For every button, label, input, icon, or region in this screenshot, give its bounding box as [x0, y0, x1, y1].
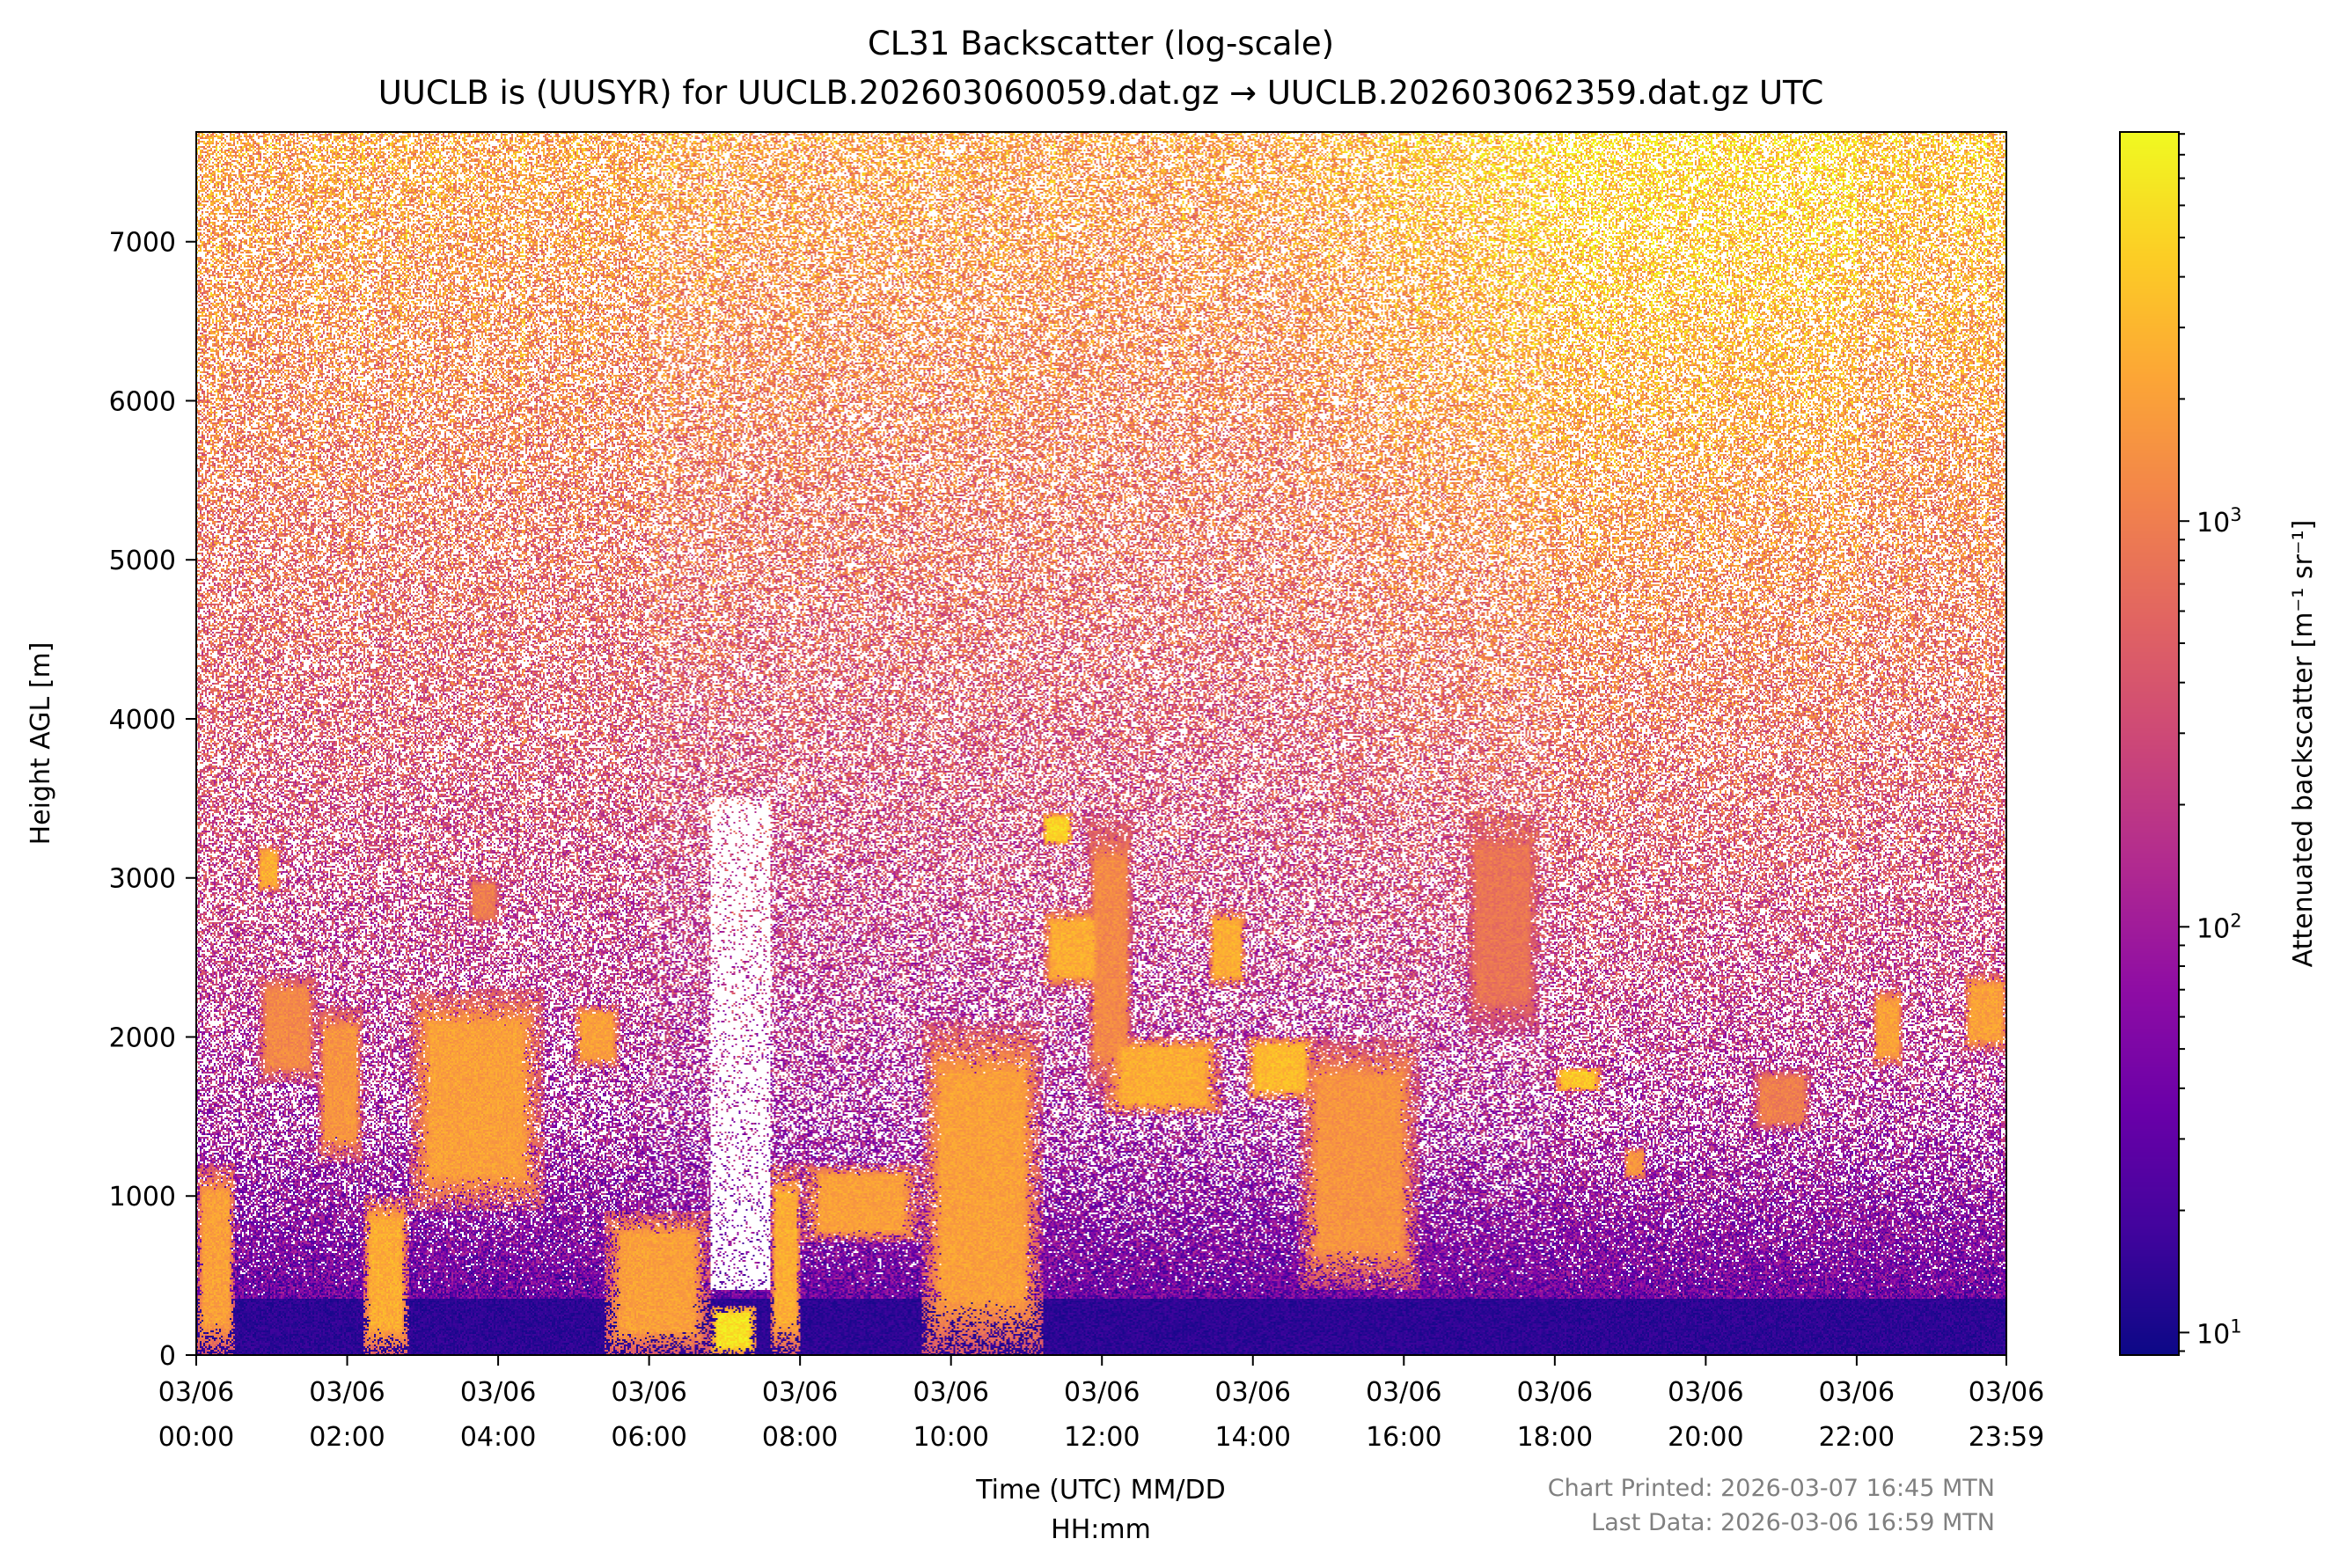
x-tick-time: 10:00	[913, 1422, 988, 1453]
last-data-note: Last Data: 2026-03-06 16:59 MTN	[1591, 1509, 1995, 1536]
x-tick-date: 03/06	[1517, 1377, 1593, 1408]
x-tick-time: 02:00	[309, 1422, 385, 1453]
x-axis-label-line1: Time (UTC) MM/DD	[975, 1475, 1225, 1506]
colorbar-tick-label: 102	[2196, 910, 2242, 944]
colorbar-tick-exponent: 2	[2230, 910, 2241, 931]
colorbar-tick-label: 103	[2196, 504, 2242, 539]
colorbar-frame	[2119, 131, 2180, 1356]
y-tick-label: 1000	[109, 1182, 176, 1213]
x-tick-time: 00:00	[158, 1422, 234, 1453]
x-tick-date: 03/06	[611, 1377, 686, 1408]
x-tick-time: 23:59	[1969, 1422, 2044, 1453]
colorbar-tick-base: 10	[2196, 913, 2230, 944]
colorbar-label: Attenuated backscatter [m⁻¹ sr⁻¹]	[2288, 520, 2319, 968]
x-tick-time: 14:00	[1215, 1422, 1291, 1453]
x-tick-date: 03/06	[762, 1377, 838, 1408]
y-tick-label: 5000	[109, 546, 176, 576]
chart-printed-note: Chart Printed: 2026-03-07 16:45 MTN	[1548, 1475, 1995, 1502]
colorbar-tick-exponent: 1	[2230, 1315, 2241, 1337]
colorbar-tick-label: 101	[2196, 1315, 2242, 1350]
colorbar-tick-base: 10	[2196, 1319, 2230, 1350]
y-tick-label: 2000	[109, 1022, 176, 1053]
colorbar-tick-base: 10	[2196, 508, 2230, 539]
x-tick-time: 04:00	[460, 1422, 536, 1453]
x-tick-date: 03/06	[1215, 1377, 1291, 1408]
x-tick-time: 06:00	[611, 1422, 686, 1453]
y-tick-label: 6000	[109, 386, 176, 417]
x-tick-date: 03/06	[1064, 1377, 1140, 1408]
x-tick-date: 03/06	[309, 1377, 385, 1408]
x-tick-date: 03/06	[1668, 1377, 1743, 1408]
x-tick-date: 03/06	[1969, 1377, 2044, 1408]
x-tick-date: 03/06	[913, 1377, 988, 1408]
y-tick-label: 7000	[109, 228, 176, 259]
colorbar	[2120, 132, 2179, 1355]
y-tick-label: 4000	[109, 705, 176, 736]
plot-frame	[195, 131, 2007, 1356]
x-tick-time: 12:00	[1064, 1422, 1140, 1453]
x-tick-time: 20:00	[1668, 1422, 1743, 1453]
colorbar-tick-exponent: 3	[2230, 504, 2241, 525]
y-axis-label: Height AGL [m]	[26, 642, 56, 846]
y-tick-label: 0	[159, 1341, 176, 1372]
x-tick-date: 03/06	[460, 1377, 536, 1408]
x-tick-date: 03/06	[1366, 1377, 1441, 1408]
x-tick-time: 08:00	[762, 1422, 838, 1453]
backscatter-heatmap	[196, 132, 2006, 1355]
x-tick-time: 18:00	[1517, 1422, 1593, 1453]
x-tick-date: 03/06	[1819, 1377, 1895, 1408]
chart-title: CL31 Backscatter (log-scale)	[868, 25, 1334, 62]
x-tick-date: 03/06	[158, 1377, 234, 1408]
x-axis-label-line2: HH:mm	[1051, 1514, 1151, 1545]
x-axis: 03/06 00:00 03/06 02:00 03/06 04:00 03/06 06:00…	[158, 1355, 2044, 1453]
y-axis: 0 1000 2000 3000 4000 5000 6000 7000	[109, 228, 196, 1372]
chart-subtitle: UUCLB is (UUSYR) for UUCLB.202603060059.…	[378, 74, 1824, 112]
x-tick-time: 16:00	[1366, 1422, 1441, 1453]
x-tick-time: 22:00	[1819, 1422, 1895, 1453]
y-tick-label: 3000	[109, 864, 176, 895]
